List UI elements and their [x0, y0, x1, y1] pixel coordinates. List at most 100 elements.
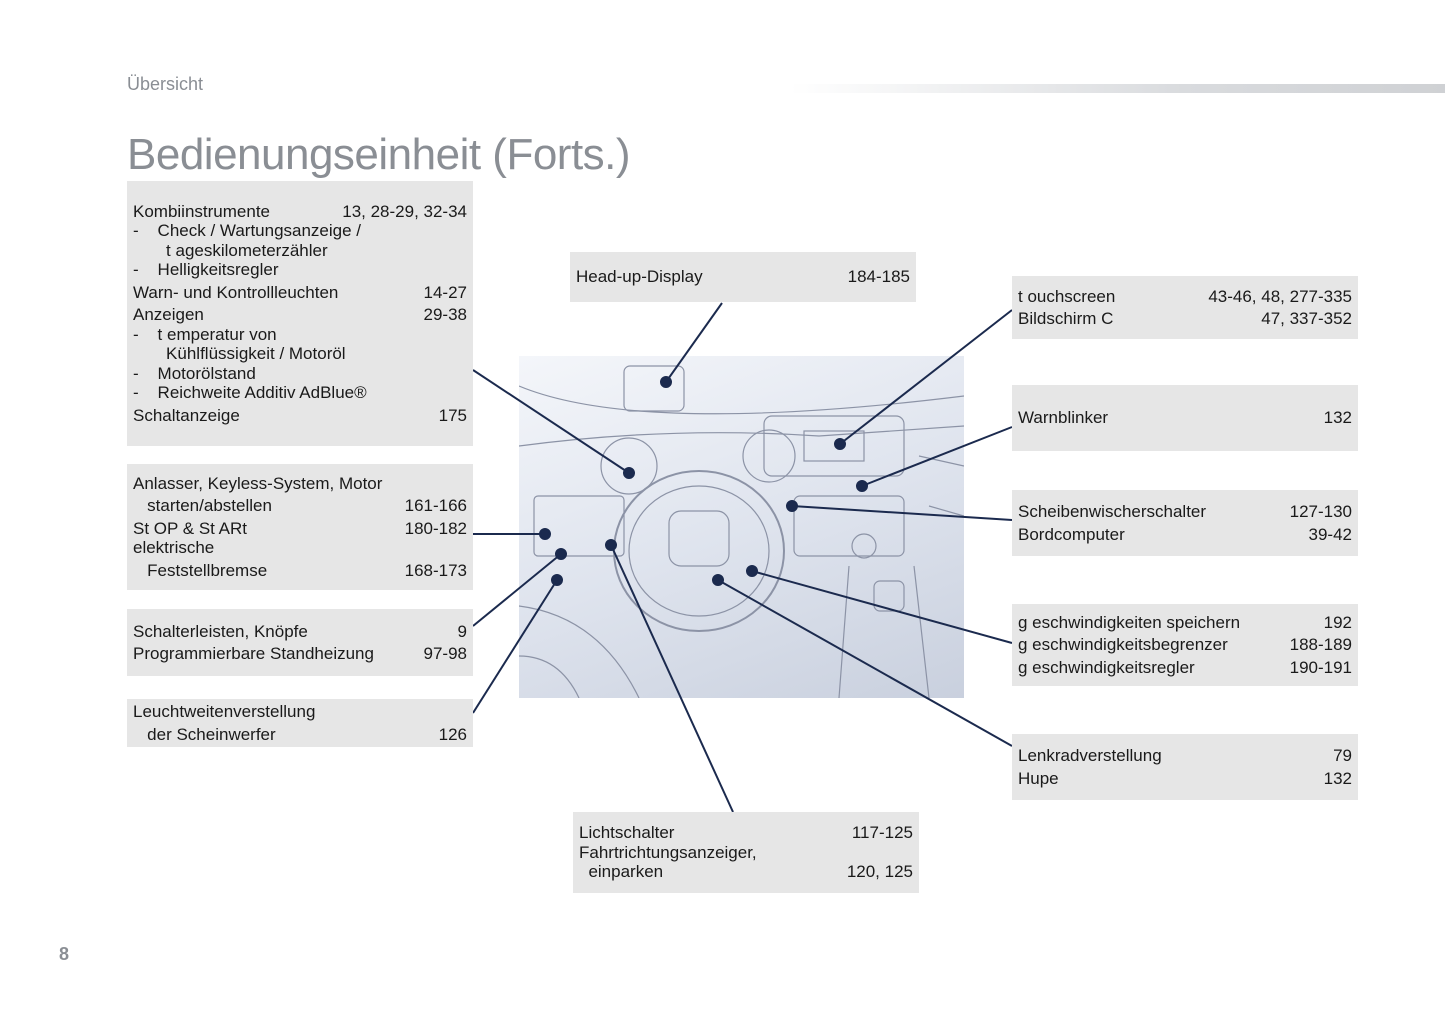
- entry-pages: 127-130: [1289, 502, 1352, 521]
- headlamp-box: Leuchtweitenverstellung der Scheinwerfer…: [127, 699, 473, 747]
- index-entry: g eschwindigkeitsregler 190-191: [1018, 658, 1352, 678]
- page-title: Bedienungseinheit (Forts.): [127, 130, 631, 179]
- entry-pages: 47, 337-352: [1261, 309, 1352, 328]
- index-entry: Leuchtweitenverstellung: [133, 702, 467, 722]
- index-entry: Programmierbare Standheizung 97-98: [133, 644, 467, 664]
- entry-pages: 14-27: [423, 282, 467, 302]
- section-label: Übersicht: [127, 74, 204, 94]
- index-entry: Bordcomputer 39-42: [1018, 525, 1352, 545]
- entry-label: Bildschirm C: [1018, 309, 1114, 328]
- marker-dot: [660, 376, 672, 388]
- leader-line: [610, 544, 734, 813]
- entry-label: elektrische: [133, 538, 215, 558]
- marker-dot: [623, 467, 635, 479]
- entry-label: Lenkradverstellung: [1018, 746, 1162, 765]
- entry-label: Feststellbremse: [133, 560, 268, 580]
- entry-pages: 120, 125: [846, 862, 913, 882]
- entry-label: Scheibenwischerschalter: [1018, 502, 1207, 521]
- entry-label: - Check / Wartungsanzeige /: [133, 221, 362, 241]
- entry-label: - Reichweite Additiv AdBlue®: [133, 383, 367, 403]
- entry-pages: 161-166: [404, 496, 467, 516]
- marker-dot: [555, 548, 567, 560]
- marker-dot: [856, 480, 868, 492]
- entry-label: Warnblinker: [1018, 408, 1109, 428]
- index-entry: St OP & St ARt 180-182: [133, 519, 467, 539]
- entry-pages: 79: [1333, 746, 1352, 765]
- page-number: 8: [59, 944, 70, 964]
- marker-dot: [551, 574, 563, 586]
- marker-dot: [712, 574, 724, 586]
- index-entry: - t emperatur von: [133, 325, 467, 345]
- entry-pages: 192: [1323, 612, 1352, 632]
- header-bar: [790, 84, 1445, 93]
- speed-box: g eschwindigkeiten speichern 192 g eschwin…: [1012, 604, 1358, 686]
- leader-line: [665, 302, 723, 383]
- index-entry: Kühlflüssigkeit / Motoröl: [133, 344, 467, 364]
- leader-line: [717, 579, 1013, 747]
- leader-line: [791, 505, 1013, 521]
- index-entry: starten/abstellen 161-166: [133, 496, 467, 516]
- entry-label: Lichtschalter: [579, 823, 675, 843]
- index-entry: einparken 120, 125: [579, 862, 913, 882]
- index-entry: t ageskilometerzähler: [133, 241, 467, 261]
- index-entry: - Reichweite Additiv AdBlue®: [133, 383, 467, 403]
- hazard-box: Warnblinker 132: [1012, 385, 1358, 451]
- index-entry: Hupe 132: [1018, 769, 1352, 789]
- entry-label: einparken: [579, 862, 664, 882]
- index-entry: Bildschirm C 47, 337-352: [1018, 309, 1352, 329]
- entry-pages: 188-189: [1289, 635, 1352, 655]
- entry-label: g eschwindigkeitsregler: [1018, 657, 1195, 677]
- entry-pages: 190-191: [1289, 657, 1352, 677]
- leader-line: [861, 426, 1013, 487]
- entry-label: Anzeigen: [133, 305, 204, 325]
- entry-pages: 117-125: [851, 823, 913, 843]
- entry-pages: 168-173: [404, 560, 467, 580]
- entry-label: - Helligkeitsregler: [133, 260, 279, 280]
- entry-pages: 13, 28-29, 32-34: [342, 201, 467, 221]
- entry-label: der Scheinwerfer: [133, 724, 276, 744]
- entry-pages: 184-185: [847, 267, 910, 287]
- entry-label: g eschwindigkeiten speichern: [1018, 612, 1241, 632]
- entry-label: Schalterleisten, Knöpfe: [133, 621, 308, 641]
- index-entry: t ouchscreen 43-46, 48, 277-335: [1018, 287, 1352, 307]
- entry-label: Leuchtweitenverstellung: [133, 702, 316, 721]
- marker-dot: [539, 528, 551, 540]
- entry-pages: 43-46, 48, 277-335: [1208, 286, 1352, 306]
- entry-label: Fahrtrichtungsanzeiger,: [579, 842, 757, 862]
- marker-dot: [786, 500, 798, 512]
- entry-pages: 9: [457, 621, 467, 641]
- index-entry: - Helligkeitsregler: [133, 260, 467, 280]
- index-entry: - Motorölstand: [133, 364, 467, 384]
- entry-label: Kombiinstrumente: [133, 201, 271, 221]
- lights-box: Lichtschalter 117-125 Fahrtrichtungsanzeig…: [573, 812, 919, 893]
- index-entry: Warn- und Kontrollleuchten 14-27: [133, 283, 467, 303]
- entry-pages: 180-182: [404, 518, 467, 538]
- entry-pages: 126: [438, 724, 467, 744]
- index-entry: g eschwindigkeiten speichern 192: [1018, 613, 1352, 633]
- entry-label: Bordcomputer: [1018, 524, 1125, 544]
- index-entry: Schalterleisten, Knöpfe 9: [133, 622, 467, 642]
- index-entry: Schaltanzeige 175: [133, 406, 467, 426]
- index-entry: g eschwindigkeitsbegrenzer 188-189: [1018, 635, 1352, 655]
- entry-label: starten/abstellen: [133, 496, 272, 516]
- entry-pages: 132: [1323, 408, 1352, 428]
- index-entry: elektrische: [133, 538, 467, 558]
- marker-dot: [605, 539, 617, 551]
- entry-label: Programmierbare Standheizung: [133, 644, 374, 663]
- starter-box: Anlasser, Keyless-System, Motor starten/…: [127, 464, 473, 590]
- steering-box: Lenkradverstellung 79 Hupe 132: [1012, 734, 1358, 800]
- marker-dot: [834, 438, 846, 450]
- hud-box: Head-up-Display 184-185: [570, 252, 916, 302]
- leader-line: [839, 309, 1013, 445]
- entry-label: Anlasser, Keyless-System, Motor: [133, 473, 383, 493]
- index-entry: Anlasser, Keyless-System, Motor: [133, 474, 467, 494]
- entry-label: - t emperatur von: [133, 324, 277, 344]
- index-entry: Warnblinker 132: [1018, 408, 1352, 428]
- index-entry: Lenkradverstellung 79: [1018, 746, 1352, 766]
- touchscreen-box: t ouchscreen 43-46, 48, 277-335 Bildschirm…: [1012, 276, 1358, 339]
- index-entry: der Scheinwerfer 126: [133, 725, 467, 745]
- index-entry: Scheibenwischerschalter 127-130: [1018, 502, 1352, 522]
- entry-label: St OP & St ARt: [133, 518, 248, 538]
- switches-box: Schalterleisten, Knöpfe 9 Programmierbare …: [127, 609, 473, 676]
